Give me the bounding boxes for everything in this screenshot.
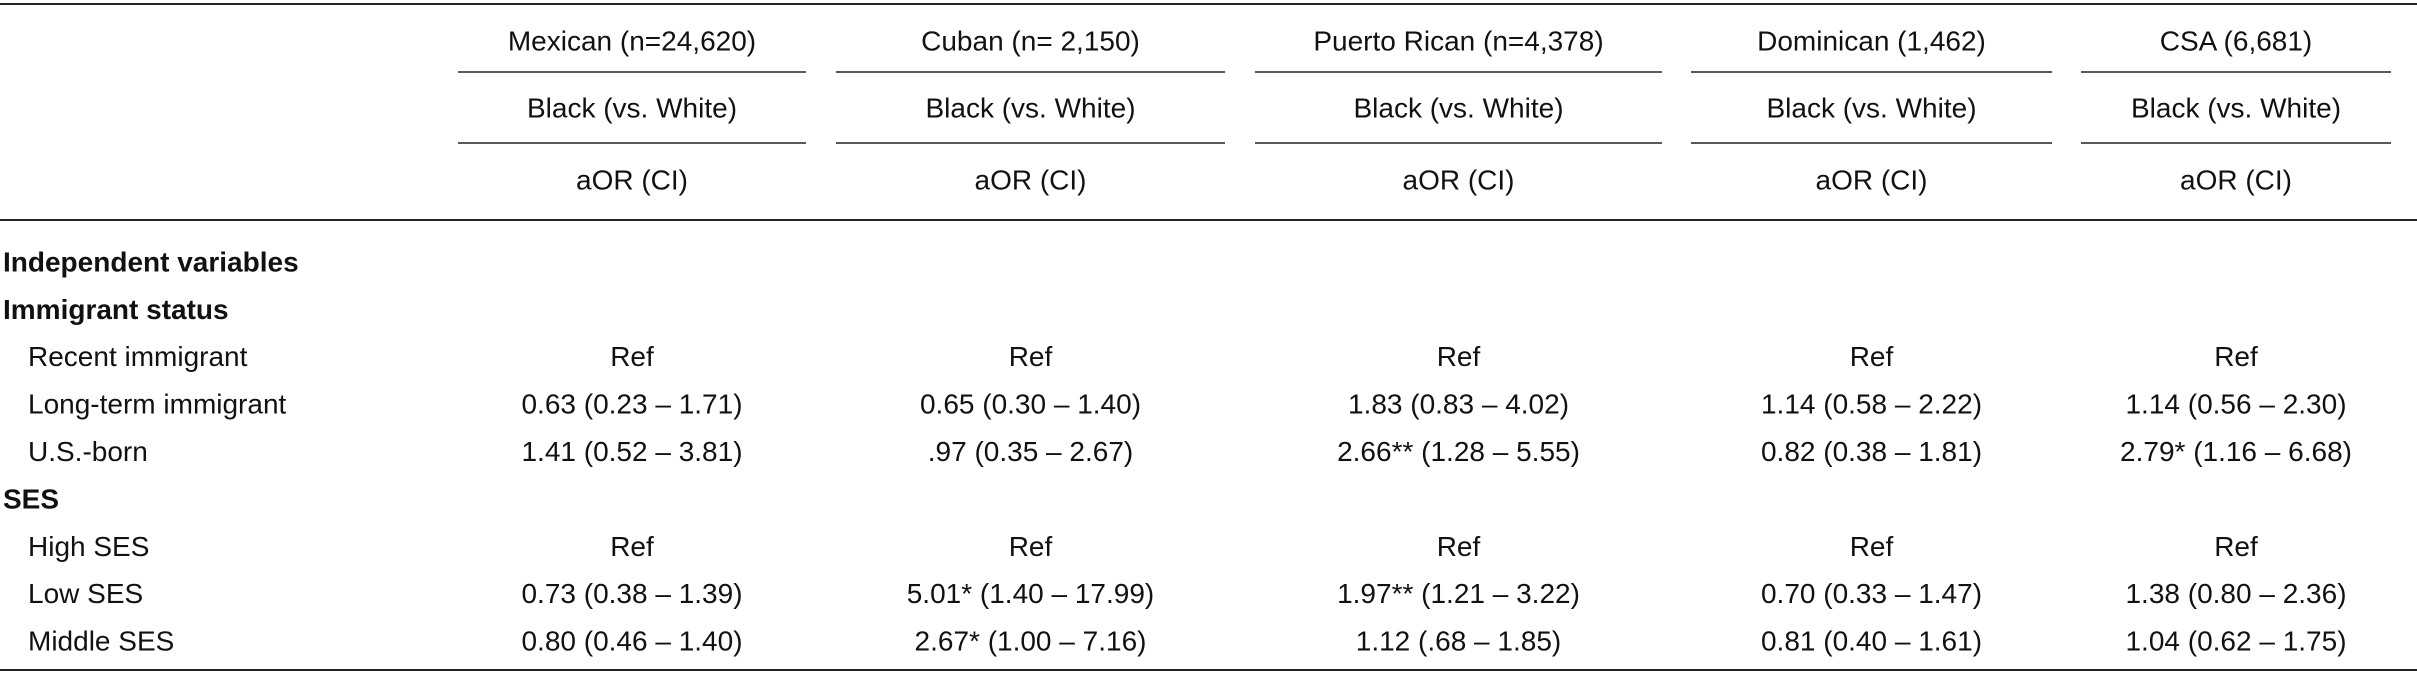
- column-group: Cuban (n= 2,150): [921, 25, 1140, 56]
- cell: 2.66** (1.28 – 5.55): [1337, 436, 1580, 467]
- cell: 0.63 (0.23 – 1.71): [521, 389, 742, 420]
- cell: 1.41 (0.52 – 3.81): [521, 436, 742, 467]
- cell: Ref: [1009, 341, 1053, 372]
- row-label: High SES: [28, 531, 149, 562]
- row-label: Long-term immigrant: [28, 389, 287, 420]
- cell: 0.65 (0.30 – 1.40): [920, 389, 1141, 420]
- column-measure: aOR (CI): [975, 164, 1087, 195]
- cell: 0.82 (0.38 – 1.81): [1761, 436, 1982, 467]
- cell: 1.97** (1.21 – 3.22): [1337, 578, 1580, 609]
- cell: Ref: [1437, 341, 1481, 372]
- row-label: Middle SES: [28, 626, 174, 657]
- cell: 1.83 (0.83 – 4.02): [1348, 389, 1569, 420]
- cell: 1.14 (0.58 – 2.22): [1761, 389, 1982, 420]
- cell: 0.70 (0.33 – 1.47): [1761, 578, 1982, 609]
- cell: 2.79* (1.16 – 6.68): [2120, 436, 2352, 467]
- cell: 1.12 (.68 – 1.85): [1356, 626, 1561, 657]
- row-label: Recent immigrant: [28, 341, 248, 372]
- column-measure: aOR (CI): [576, 164, 688, 195]
- column-measure: aOR (CI): [1816, 164, 1928, 195]
- cell: Ref: [610, 341, 654, 372]
- cell: 1.14 (0.56 – 2.30): [2125, 389, 2346, 420]
- cell: 2.67* (1.00 – 7.16): [915, 626, 1147, 657]
- section-title: Immigrant status: [3, 294, 229, 325]
- cell: .97 (0.35 – 2.67): [928, 436, 1133, 467]
- cell: Ref: [1437, 531, 1481, 562]
- column-comparison: Black (vs. White): [925, 92, 1135, 123]
- row-label: Low SES: [28, 578, 143, 609]
- column-comparison: Black (vs. White): [1353, 92, 1563, 123]
- cell: Ref: [1850, 341, 1894, 372]
- column-group: Puerto Rican (n=4,378): [1313, 25, 1603, 56]
- cell: 1.04 (0.62 – 1.75): [2125, 626, 2346, 657]
- cell: Ref: [2214, 531, 2258, 562]
- column-measure: aOR (CI): [1403, 164, 1515, 195]
- table-heading: Independent variables: [3, 246, 299, 277]
- column-comparison: Black (vs. White): [2131, 92, 2341, 123]
- section-title: SES: [3, 483, 59, 514]
- column-measure: aOR (CI): [2180, 164, 2292, 195]
- cell: Ref: [1009, 531, 1053, 562]
- cell: 5.01* (1.40 – 17.99): [907, 578, 1155, 609]
- column-group: Dominican (1,462): [1757, 25, 1986, 56]
- cell: 0.81 (0.40 – 1.61): [1761, 626, 1982, 657]
- cell: Ref: [610, 531, 654, 562]
- column-group: Mexican (n=24,620): [508, 25, 756, 56]
- cell: Ref: [1850, 531, 1894, 562]
- cell: Ref: [2214, 341, 2258, 372]
- column-comparison: Black (vs. White): [1766, 92, 1976, 123]
- cell: 1.38 (0.80 – 2.36): [2125, 578, 2346, 609]
- column-group: CSA (6,681): [2160, 25, 2313, 56]
- cell: 0.73 (0.38 – 1.39): [521, 578, 742, 609]
- cell: 0.80 (0.46 – 1.40): [521, 626, 742, 657]
- column-comparison: Black (vs. White): [527, 92, 737, 123]
- row-label: U.S.-born: [28, 436, 148, 467]
